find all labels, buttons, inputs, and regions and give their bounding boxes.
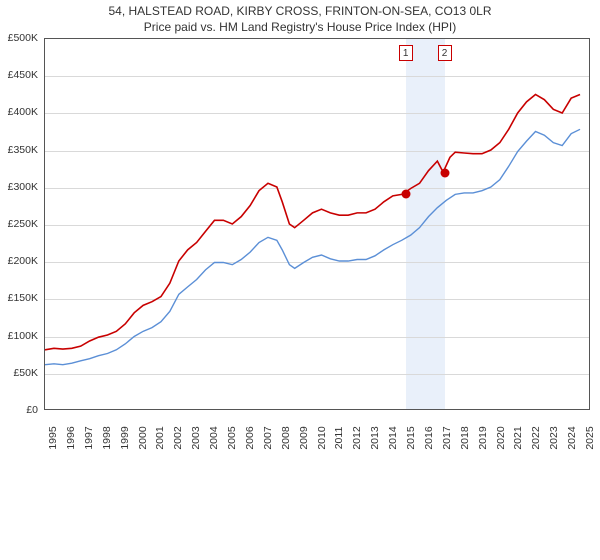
y-axis-labels: £0£50K£100K£150K£200K£250K£300K£350K£400…: [0, 38, 42, 410]
chart-plot-area: 12: [44, 38, 590, 410]
x-tick-label: 2017: [441, 426, 453, 449]
y-tick-label: £50K: [13, 367, 38, 379]
y-tick-label: £0: [26, 404, 38, 416]
x-tick-label: 1995: [47, 426, 59, 449]
price-point-dot: [440, 168, 449, 177]
series-line: [45, 129, 580, 364]
x-tick-label: 2006: [244, 426, 256, 449]
price-point-dot: [401, 189, 410, 198]
marker-box: 1: [399, 45, 413, 61]
x-tick-label: 2002: [172, 426, 184, 449]
x-tick-label: 2007: [262, 426, 274, 449]
x-tick-label: 2010: [316, 426, 328, 449]
x-tick-label: 2021: [512, 426, 524, 449]
x-tick-label: 2014: [387, 426, 399, 449]
x-tick-label: 2015: [405, 426, 417, 449]
y-tick-label: £400K: [8, 106, 38, 118]
x-tick-label: 1999: [119, 426, 131, 449]
x-tick-label: 2003: [190, 426, 202, 449]
y-tick-label: £200K: [8, 255, 38, 267]
x-tick-label: 1996: [65, 426, 77, 449]
y-tick-label: £500K: [8, 32, 38, 44]
chart-title: 54, HALSTEAD ROAD, KIRBY CROSS, FRINTON-…: [0, 0, 600, 20]
y-tick-label: £450K: [8, 69, 38, 81]
x-tick-label: 1998: [101, 426, 113, 449]
x-tick-label: 2016: [423, 426, 435, 449]
x-tick-label: 2025: [584, 426, 596, 449]
x-tick-label: 2009: [298, 426, 310, 449]
x-tick-label: 2005: [226, 426, 238, 449]
x-axis-labels: 1995199619971998199920002001200220032004…: [44, 412, 590, 440]
x-tick-label: 2024: [566, 426, 578, 449]
y-tick-label: £250K: [8, 218, 38, 230]
x-tick-label: 2008: [280, 426, 292, 449]
chart-subtitle: Price paid vs. HM Land Registry's House …: [0, 20, 600, 38]
marker-box: 2: [438, 45, 452, 61]
y-tick-label: £100K: [8, 330, 38, 342]
y-tick-label: £300K: [8, 181, 38, 193]
y-tick-label: £150K: [8, 292, 38, 304]
series-line: [45, 95, 580, 350]
line-series-svg: [45, 39, 589, 409]
x-tick-label: 2013: [369, 426, 381, 449]
x-tick-label: 2023: [548, 426, 560, 449]
x-tick-label: 2004: [208, 426, 220, 449]
x-tick-label: 2022: [530, 426, 542, 449]
x-tick-label: 2012: [351, 426, 363, 449]
x-tick-label: 2018: [459, 426, 471, 449]
x-tick-label: 2020: [495, 426, 507, 449]
x-tick-label: 2019: [477, 426, 489, 449]
x-tick-label: 2011: [333, 427, 345, 450]
x-tick-label: 2000: [137, 426, 149, 449]
x-tick-label: 1997: [83, 426, 95, 449]
x-tick-label: 2001: [154, 426, 166, 449]
y-tick-label: £350K: [8, 144, 38, 156]
